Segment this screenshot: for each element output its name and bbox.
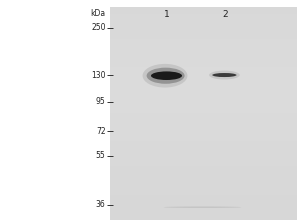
Bar xyxy=(110,134,297,138)
Bar xyxy=(110,127,297,131)
Bar xyxy=(110,149,297,152)
Bar xyxy=(110,181,297,184)
Bar xyxy=(110,212,297,216)
Bar xyxy=(110,56,297,60)
Text: 55: 55 xyxy=(96,151,106,160)
Bar xyxy=(110,198,297,202)
Bar xyxy=(110,88,297,92)
Bar xyxy=(110,138,297,142)
Ellipse shape xyxy=(212,73,236,77)
Text: 95: 95 xyxy=(96,97,106,106)
Bar xyxy=(110,173,297,177)
Bar xyxy=(110,10,297,14)
Bar xyxy=(110,81,297,85)
Bar xyxy=(110,188,297,191)
Bar xyxy=(110,7,297,10)
Bar xyxy=(110,32,297,35)
Ellipse shape xyxy=(164,207,242,208)
Bar xyxy=(110,205,297,209)
Bar xyxy=(110,39,297,42)
Bar xyxy=(110,184,297,188)
Ellipse shape xyxy=(151,71,182,80)
Bar xyxy=(110,216,297,220)
Bar xyxy=(110,102,297,106)
Bar xyxy=(110,142,297,145)
Text: 250: 250 xyxy=(91,24,106,32)
Bar xyxy=(110,106,297,110)
Bar xyxy=(110,120,297,124)
Bar xyxy=(110,152,297,156)
Ellipse shape xyxy=(209,71,240,80)
Ellipse shape xyxy=(147,68,184,84)
Bar xyxy=(110,53,297,56)
Bar xyxy=(110,113,297,117)
Bar xyxy=(110,85,297,88)
Bar xyxy=(110,74,297,78)
Text: 1: 1 xyxy=(164,10,169,19)
Text: 36: 36 xyxy=(96,200,106,209)
Bar xyxy=(110,60,297,63)
Ellipse shape xyxy=(142,64,188,88)
Bar xyxy=(110,99,297,103)
Bar xyxy=(110,42,297,46)
Bar xyxy=(110,170,297,173)
Bar xyxy=(110,49,297,53)
Bar xyxy=(110,163,297,166)
Bar xyxy=(110,159,297,163)
Bar xyxy=(110,195,297,198)
Bar xyxy=(110,145,297,149)
Bar xyxy=(110,95,297,99)
Bar xyxy=(110,28,297,32)
Bar xyxy=(110,156,297,159)
Bar xyxy=(110,191,297,195)
Bar xyxy=(110,46,297,49)
Ellipse shape xyxy=(161,72,178,76)
Text: kDa: kDa xyxy=(91,9,106,18)
Text: 72: 72 xyxy=(96,127,106,136)
Bar xyxy=(110,92,297,95)
Bar xyxy=(110,124,297,127)
Bar xyxy=(110,14,297,17)
Bar xyxy=(110,209,297,212)
Bar xyxy=(110,78,297,81)
Bar xyxy=(110,24,297,28)
Bar xyxy=(110,131,297,134)
Text: 130: 130 xyxy=(91,71,106,80)
Bar xyxy=(110,166,297,170)
Bar xyxy=(110,110,297,113)
Text: 2: 2 xyxy=(222,10,228,19)
Bar xyxy=(110,202,297,205)
Bar xyxy=(110,35,297,39)
Bar xyxy=(110,71,297,74)
Bar xyxy=(110,177,297,181)
Bar xyxy=(110,63,297,67)
Bar xyxy=(110,21,297,24)
Bar xyxy=(110,17,297,21)
Bar xyxy=(110,117,297,120)
Bar xyxy=(110,67,297,71)
